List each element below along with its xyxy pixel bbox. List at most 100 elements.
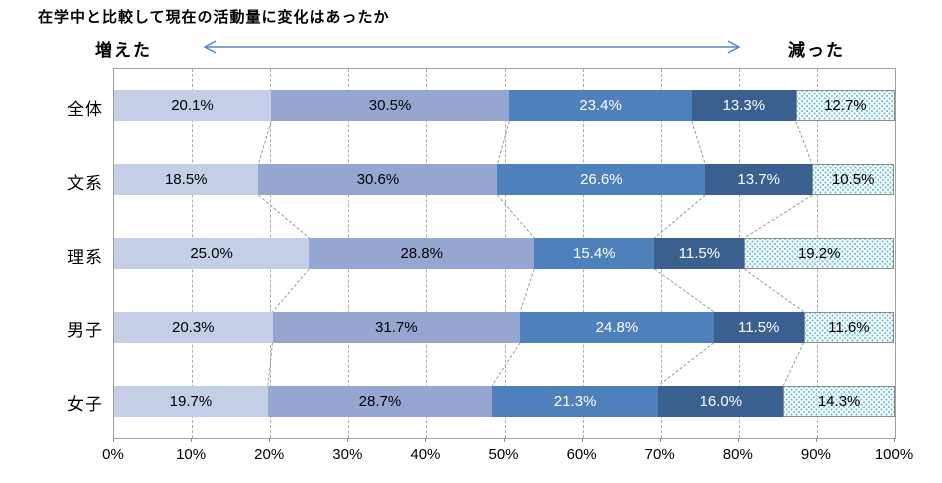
bar-segment: 25.0% — [114, 238, 310, 269]
plot-area: 20.1% 30.5% 23.4% 13.3% 12.7% 18.5% 30.6% 26.6%… — [113, 68, 896, 439]
axis-tick — [503, 438, 505, 442]
bar-row: 25.0% 28.8% 15.4% 11.5% 19.2% — [114, 238, 895, 269]
bar-segment: 11.5% — [713, 311, 804, 343]
bar-segment: 16.0% — [658, 385, 784, 417]
bar-segment: 28.8% — [309, 238, 535, 269]
category-label: 文系 — [67, 173, 103, 193]
bar-segment: 19.7% — [114, 385, 268, 417]
bar-segment: 31.7% — [272, 311, 521, 343]
bar-segment-label: 19.7% — [169, 392, 213, 410]
connector-line — [497, 194, 535, 239]
x-tick-label: 20% — [254, 446, 285, 463]
double-arrow-icon — [203, 40, 741, 54]
axis-tick — [659, 438, 661, 442]
connector-line — [795, 121, 813, 165]
bar-segment: 30.6% — [258, 164, 498, 196]
category-label: 全体 — [67, 99, 103, 119]
connector-line — [272, 268, 310, 313]
x-tick-label: 70% — [644, 446, 675, 463]
chart-title: 在学中と比較して現在の活動量に変化はあったか — [38, 9, 390, 26]
x-tick-label: 10% — [176, 446, 207, 463]
bar-segment-label: 18.5% — [164, 171, 208, 189]
axis-tick — [737, 438, 739, 442]
category-label: 理系 — [67, 247, 103, 267]
connector-line — [519, 268, 535, 312]
connector-line — [654, 268, 715, 313]
bar-segment-label: 10.5% — [831, 171, 875, 189]
bar-segment-label: 12.7% — [824, 97, 867, 115]
bar-segment-label: 11.6% — [828, 318, 870, 336]
bar-segment-label: 11.5% — [678, 245, 721, 262]
bar-segment: 19.2% — [744, 238, 895, 269]
bar-segment: 15.4% — [534, 238, 655, 269]
bar-segment: 18.5% — [114, 164, 259, 196]
bar-segment-label: 13.7% — [737, 171, 780, 189]
connector-line — [491, 342, 521, 386]
decreased-label: 減った — [788, 41, 845, 60]
category-label: 女子 — [67, 395, 103, 415]
bar-segment-label: 23.4% — [579, 97, 622, 115]
bar-segment-label: 13.3% — [722, 97, 766, 115]
bar-row: 19.7% 28.7% 21.3% 16.0% 14.3% — [114, 385, 895, 417]
bar-segment: 28.7% — [267, 385, 492, 417]
bar-segment: 23.4% — [509, 90, 692, 122]
x-tick-label: 0% — [102, 446, 124, 463]
bar-segment: 21.3% — [491, 385, 659, 417]
connector-line — [654, 194, 706, 239]
connector-line — [658, 342, 715, 386]
bar-segment-label: 16.0% — [699, 392, 743, 410]
bar-segment-label: 30.5% — [368, 97, 412, 115]
bar-segment-label: 26.6% — [580, 171, 623, 189]
bar-segment-label: 20.3% — [171, 318, 215, 336]
axis-tick — [581, 438, 583, 442]
bar-segment: 12.7% — [795, 90, 895, 122]
bar-segment-label: 31.7% — [375, 318, 418, 336]
axis-tick — [425, 438, 427, 442]
bar-segment-label: 21.3% — [553, 392, 597, 410]
axis-tick — [269, 438, 271, 442]
axis-tick — [347, 438, 349, 442]
bar-row: 20.3% 31.7% 24.8% 11.5% 11.6% — [114, 311, 895, 343]
bar-segment-label: 19.2% — [797, 245, 841, 262]
x-tick-label: 60% — [566, 446, 597, 463]
bar-segment: 10.5% — [812, 164, 895, 196]
connector-line — [782, 342, 805, 386]
bar-segment-label: 11.5% — [737, 318, 780, 336]
x-tick-label: 30% — [332, 446, 363, 463]
connector-line — [497, 121, 510, 165]
bar-segment: 14.3% — [783, 385, 895, 417]
bar-segment-label: 30.6% — [356, 171, 400, 189]
x-tick-label: 100% — [874, 446, 914, 463]
connector-line — [258, 194, 310, 239]
connector-line — [744, 268, 804, 313]
x-tick-label: 40% — [410, 446, 441, 463]
bar-segment: 20.1% — [114, 90, 271, 122]
axis-tick — [815, 438, 817, 442]
bar-segment-label: 28.7% — [358, 392, 402, 410]
x-tick-label: 80% — [722, 446, 753, 463]
axis-tick — [894, 438, 895, 442]
bar-segment-label: 25.0% — [190, 245, 233, 262]
bar-segment-label: 28.8% — [400, 245, 443, 262]
bar-segment-label: 15.4% — [573, 245, 616, 262]
bar-segment: 26.6% — [497, 164, 706, 196]
bar-segment: 11.5% — [654, 238, 745, 269]
bar-segment-label: 20.1% — [171, 97, 214, 115]
axis-tick — [113, 438, 114, 442]
x-tick-label: 50% — [488, 446, 519, 463]
connector-line — [691, 121, 706, 165]
category-label: 男子 — [67, 321, 103, 341]
bar-segment: 11.6% — [803, 311, 895, 343]
bar-segment: 13.7% — [705, 164, 813, 196]
bar-segment: 20.3% — [114, 311, 273, 343]
bar-row: 18.5% 30.6% 26.6% 13.7% 10.5% — [114, 164, 895, 196]
bar-segment: 30.5% — [270, 90, 510, 122]
axis-tick — [191, 438, 193, 442]
increased-label: 増えた — [95, 41, 152, 60]
connector-line — [744, 194, 813, 239]
bar-row: 20.1% 30.5% 23.4% 13.3% 12.7% — [114, 90, 895, 122]
connector-line — [258, 121, 272, 165]
bar-segment: 24.8% — [520, 311, 714, 343]
bar-segment: 13.3% — [691, 90, 796, 122]
